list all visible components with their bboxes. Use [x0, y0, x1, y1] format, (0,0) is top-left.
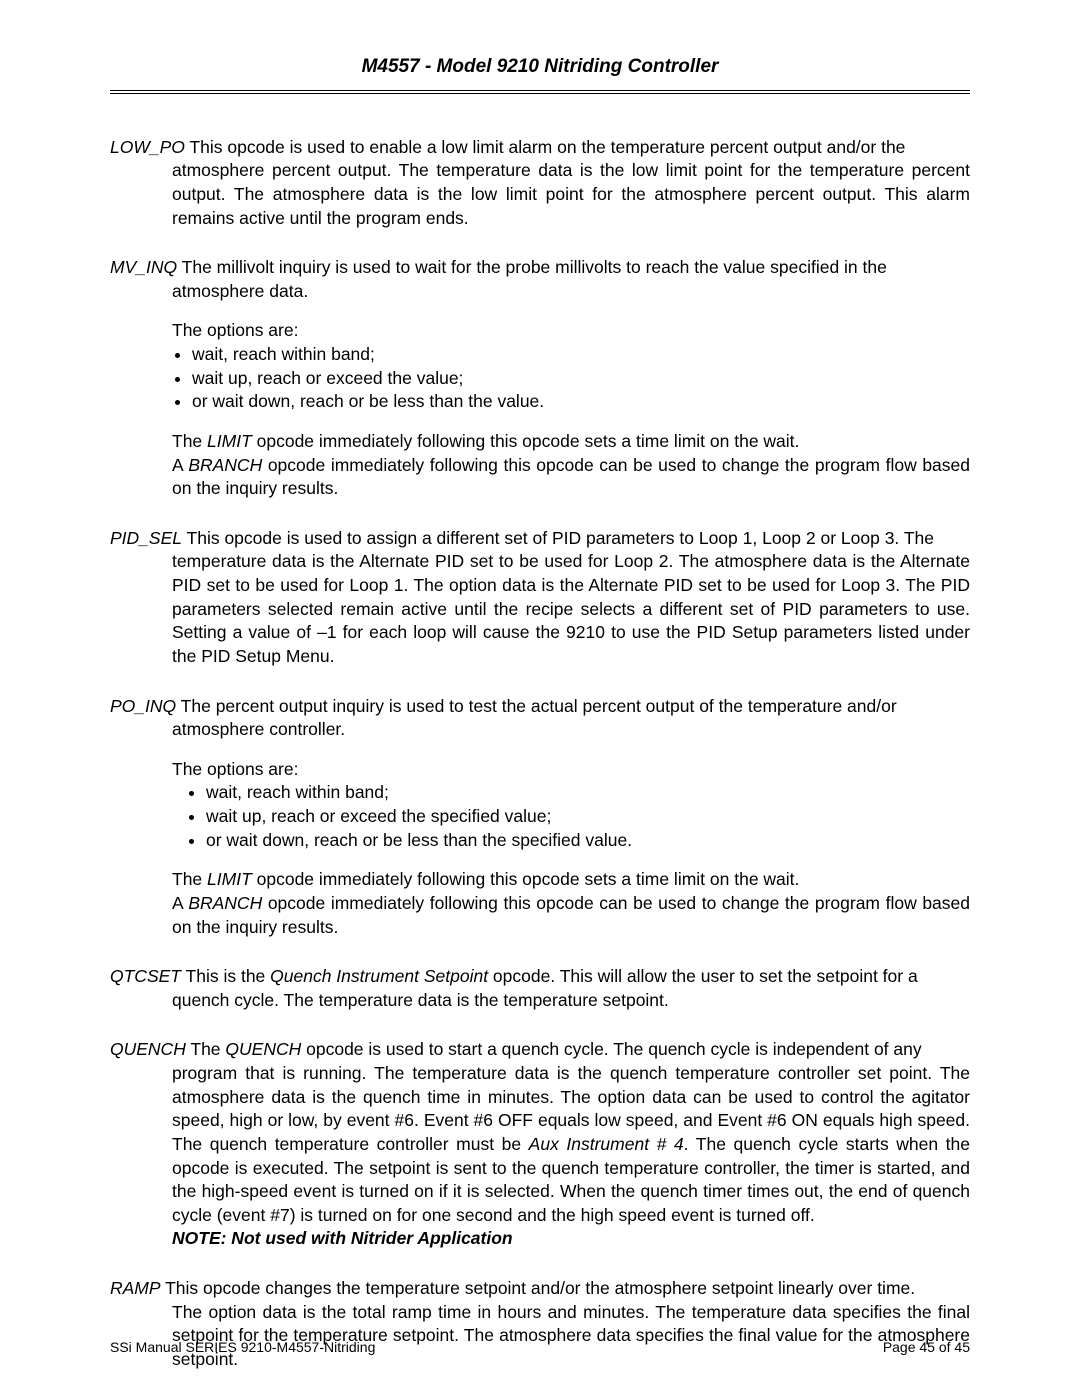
- opcode-name-pid-sel: PID_SEL: [110, 528, 182, 548]
- opcode-name-low-po: LOW_PO: [110, 137, 185, 157]
- opcode-body-pid-sel: temperature data is the Alternate PID se…: [172, 550, 970, 668]
- opcode-qtcset: QTCSET This is the Quench Instrument Set…: [110, 965, 970, 1012]
- opcode-lead-po-inq: The percent output inquiry is used to te…: [176, 696, 897, 716]
- options-label-mv-inq: The options are:: [172, 319, 970, 343]
- options-list-po-inq: wait, reach within band; wait up, reach …: [206, 781, 970, 852]
- tail-text: opcode immediately following this opcode…: [252, 431, 800, 451]
- opcode-name-po-inq: PO_INQ: [110, 696, 176, 716]
- tail-text: The: [172, 869, 207, 889]
- options-label-po-inq: The options are:: [172, 758, 970, 782]
- footer-left: SSi Manual SERIES 9210-M4557-Nitriding: [110, 1338, 375, 1357]
- option-item: wait, reach within band;: [192, 343, 970, 367]
- opcode-body-ramp: The option data is the total ramp time i…: [172, 1301, 970, 1372]
- quench-note: NOTE: Not used with Nitrider Application: [172, 1227, 970, 1251]
- footer-right: Page 45 of 45: [883, 1338, 970, 1357]
- tail-opcode-branch: BRANCH: [188, 455, 262, 475]
- opcode-name-quench: QUENCH: [110, 1039, 186, 1059]
- opcode-mv-inq: MV_INQ The millivolt inquiry is used to …: [110, 256, 970, 501]
- option-item: or wait down, reach or be less than the …: [206, 829, 970, 853]
- tail-text: A: [172, 893, 188, 913]
- opcode-lead-pid-sel: This opcode is used to assign a differen…: [182, 528, 934, 548]
- opcode-body-qtcset: quench cycle. The temperature data is th…: [172, 989, 970, 1013]
- tail-text: The: [172, 431, 207, 451]
- tail-mv-inq: The LIMIT opcode immediately following t…: [172, 430, 970, 501]
- opcode-body-low-po: atmosphere percent output. The temperatu…: [172, 159, 970, 230]
- opcode-lead-a-qtcset: This is the: [181, 966, 270, 986]
- opcode-lead-c-qtcset: opcode. This will allow the user to set …: [488, 966, 918, 986]
- tail-opcode-branch: BRANCH: [188, 893, 262, 913]
- page-header: M4557 - Model 9210 Nitriding Controller: [110, 54, 970, 94]
- option-item: wait up, reach or exceed the specified v…: [206, 805, 970, 829]
- option-item: wait up, reach or exceed the value;: [192, 367, 970, 391]
- option-item: or wait down, reach or be less than the …: [192, 390, 970, 414]
- tail-text: A: [172, 455, 188, 475]
- opcode-name-ramp: RAMP: [110, 1278, 161, 1298]
- tail-po-inq: The LIMIT opcode immediately following t…: [172, 868, 970, 939]
- opcode-lead-a-quench: The: [186, 1039, 226, 1059]
- opcode-name-mv-inq: MV_INQ: [110, 257, 177, 277]
- tail-opcode-limit: LIMIT: [207, 869, 252, 889]
- opcode-body-po-inq: atmosphere controller.: [172, 718, 970, 742]
- tail-text: opcode immediately following this opcode…: [172, 455, 970, 499]
- quench-aux-instrument: Aux Instrument # 4: [529, 1134, 684, 1154]
- opcode-lead-mv-inq: The millivolt inquiry is used to wait fo…: [177, 257, 887, 277]
- options-list-mv-inq: wait, reach within band; wait up, reach …: [192, 343, 970, 414]
- opcode-pid-sel: PID_SEL This opcode is used to assign a …: [110, 527, 970, 669]
- opcode-lead-b-qtcset: Quench Instrument Setpoint: [270, 966, 488, 986]
- opcode-body-mv-inq: atmosphere data.: [172, 280, 970, 304]
- opcode-lead-ramp: This opcode changes the temperature setp…: [161, 1278, 916, 1298]
- page-footer: SSi Manual SERIES 9210-M4557-Nitriding P…: [110, 1338, 970, 1357]
- opcode-body-quench: program that is running. The temperature…: [172, 1062, 970, 1227]
- opcode-ramp: RAMP This opcode changes the temperature…: [110, 1277, 970, 1372]
- opcode-quench: QUENCH The QUENCH opcode is used to star…: [110, 1038, 970, 1251]
- opcode-po-inq: PO_INQ The percent output inquiry is use…: [110, 695, 970, 940]
- opcode-name-qtcset: QTCSET: [110, 966, 181, 986]
- opcode-low-po: LOW_PO This opcode is used to enable a l…: [110, 136, 970, 231]
- opcode-lead-b-quench: QUENCH: [225, 1039, 301, 1059]
- tail-text: opcode immediately following this opcode…: [172, 893, 970, 937]
- tail-opcode-limit: LIMIT: [207, 431, 252, 451]
- opcode-lead-c-quench: opcode is used to start a quench cycle. …: [301, 1039, 921, 1059]
- opcode-lead-low-po: This opcode is used to enable a low limi…: [185, 137, 906, 157]
- tail-text: opcode immediately following this opcode…: [252, 869, 800, 889]
- option-item: wait, reach within band;: [206, 781, 970, 805]
